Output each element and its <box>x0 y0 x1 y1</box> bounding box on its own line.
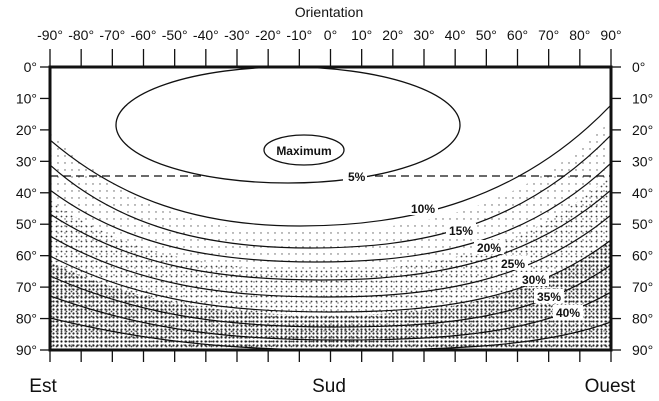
x-tick-label: -30° <box>224 27 250 43</box>
contour-20-line <box>50 162 611 263</box>
contour-label-10: 10% <box>411 202 435 216</box>
x-tick-label: 50° <box>476 27 497 43</box>
label-est: Est <box>29 376 57 397</box>
y-tick-labels-right: 0° 10° 20° 30° 40° 50° 60° 70° 80° 90° <box>632 59 653 358</box>
x-tick-label: -80° <box>68 27 94 43</box>
contour-lines <box>50 104 611 350</box>
y-tick-label-left: 40° <box>16 185 37 201</box>
y-tick-label-right: 70° <box>632 279 653 295</box>
maximum-core <box>263 134 345 166</box>
plot-frame <box>48 65 613 352</box>
contour-15-line <box>50 134 611 249</box>
stipple-shading <box>50 120 611 350</box>
x-tick-label: -40° <box>193 27 219 43</box>
x-axis-top <box>49 49 612 67</box>
y-tick-label-left: 50° <box>16 216 37 232</box>
y-tick-label-right: 60° <box>632 248 653 264</box>
diagram-title: Orientation <box>295 4 363 20</box>
y-tick-label-right: 20° <box>632 122 653 138</box>
x-axis-bottom <box>49 350 612 362</box>
y-tick-label-left: 70° <box>16 279 37 295</box>
y-tick-label-right: 90° <box>632 342 653 358</box>
x-tick-labels: -90° -80° -70° -60° -50° -40° -30° -20° -10° 0° 10… <box>37 27 622 43</box>
contour-45-line <box>50 291 611 341</box>
y-tick-labels-left: 0° 10° 20° 30° 40° 50° 60° 70° 80° 90° <box>16 59 37 358</box>
label-sud: Sud <box>312 376 346 397</box>
x-tick-label: 10° <box>351 27 372 43</box>
stipple-zone-dense <box>50 240 611 350</box>
contour-label-5: 5% <box>348 170 366 184</box>
y-tick-label-left: 80° <box>16 311 37 327</box>
maximum-zone <box>115 66 461 184</box>
y-tick-label-left: 60° <box>16 248 37 264</box>
y-tick-label-right: 30° <box>632 153 653 169</box>
contour-label-30: 30% <box>522 273 546 287</box>
y-tick-label-right: 40° <box>632 185 653 201</box>
contour-30-line <box>50 214 611 298</box>
x-tick-label: -70° <box>99 27 125 43</box>
y-tick-label-left: 30° <box>16 153 37 169</box>
maximum-label: Maximum <box>276 144 331 158</box>
y-axis-right <box>611 66 621 351</box>
contour-label-40: 40% <box>556 306 580 320</box>
x-tick-label: 20° <box>382 27 403 43</box>
contour-label-15: 15% <box>449 224 473 238</box>
label-ouest: Ouest <box>585 376 636 397</box>
contour-label-35: 35% <box>537 290 561 304</box>
x-tick-label: -20° <box>255 27 281 43</box>
x-tick-label: 80° <box>569 27 590 43</box>
contour-label-20: 20% <box>477 241 501 255</box>
y-tick-label-left: 20° <box>16 122 37 138</box>
y-tick-label-left: 10° <box>16 90 37 106</box>
y-tick-label-right: 10° <box>632 90 653 106</box>
contour-labels: 5% 10% 15% 20% 25% 30% 35% 40% <box>343 169 583 320</box>
x-tick-label: 30° <box>413 27 434 43</box>
contour-10-line <box>50 104 611 227</box>
y-tick-label-right: 80° <box>632 311 653 327</box>
x-tick-label: -90° <box>37 27 63 43</box>
x-tick-label: 40° <box>445 27 466 43</box>
y-tick-label-right: 50° <box>632 216 653 232</box>
x-tick-label: 90° <box>600 27 621 43</box>
x-tick-label: -50° <box>162 27 188 43</box>
contour-25-line <box>50 189 611 281</box>
y-tick-label-left: 0° <box>24 59 37 75</box>
x-tick-label: -60° <box>131 27 157 43</box>
y-axis-left <box>40 66 50 351</box>
x-tick-label: 60° <box>507 27 528 43</box>
y-tick-label-right: 0° <box>632 59 645 75</box>
x-tick-label: 0° <box>324 27 337 43</box>
x-tick-label: -10° <box>286 27 312 43</box>
x-tick-label: 70° <box>538 27 559 43</box>
y-tick-label-left: 90° <box>16 342 37 358</box>
contour-label-25: 25% <box>501 257 525 271</box>
